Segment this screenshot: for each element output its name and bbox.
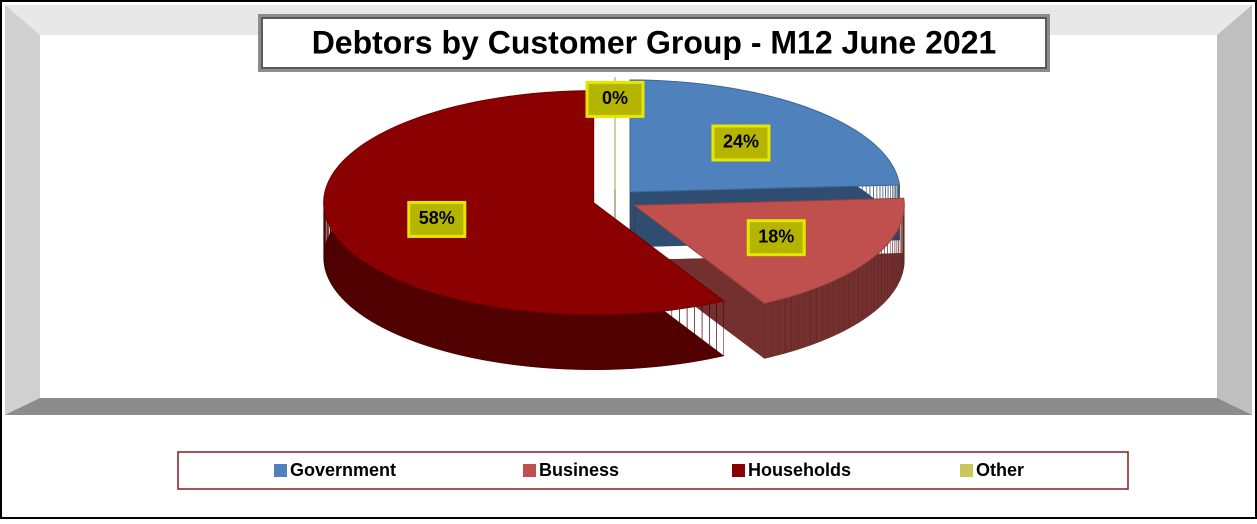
- data-label: 18%: [758, 226, 794, 246]
- chart-title: Debtors by Customer Group - M12 June 202…: [312, 24, 997, 60]
- data-label-box: [585, 80, 645, 118]
- legend-marker: [523, 464, 536, 477]
- frame-left: [5, 5, 40, 415]
- legend-label: Business: [539, 460, 619, 480]
- data-label-box: [407, 200, 467, 238]
- slice: [323, 90, 725, 316]
- legend-label: Government: [290, 460, 396, 480]
- legend-label: Other: [976, 460, 1024, 480]
- frame-right: [1217, 5, 1252, 415]
- legend-label: Households: [748, 460, 851, 480]
- title-box: [261, 17, 1047, 69]
- frame-bottom: [5, 398, 1252, 415]
- legend-marker: [960, 464, 973, 477]
- data-label: 0%: [602, 88, 628, 108]
- data-label: 24%: [723, 132, 759, 152]
- legend-marker: [732, 464, 745, 477]
- data-label: 58%: [419, 208, 455, 228]
- data-label-box: [746, 219, 806, 257]
- data-label-box: [711, 124, 771, 162]
- legend-marker: [274, 464, 287, 477]
